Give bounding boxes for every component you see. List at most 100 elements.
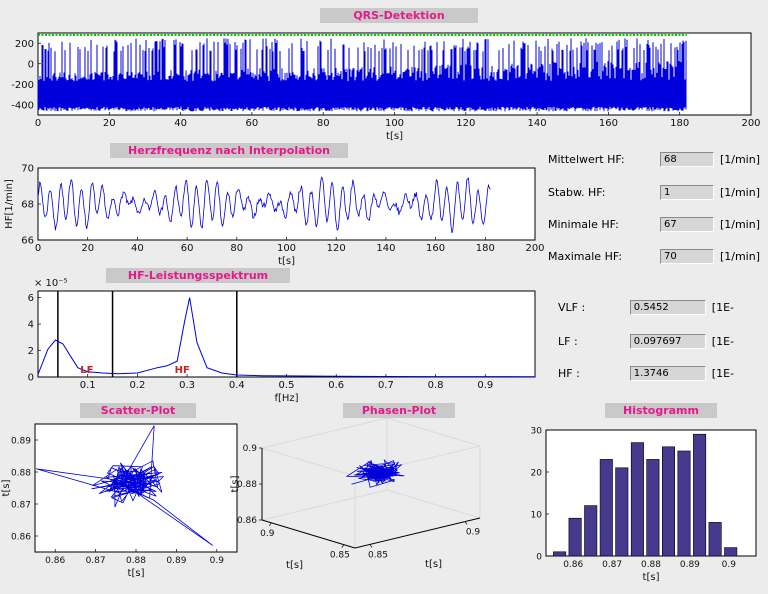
field-row-stabw-hf: Stabw. HF: 1 [1/min]: [548, 185, 760, 200]
svg-text:0.87: 0.87: [602, 560, 622, 570]
svg-text:6: 6: [28, 293, 34, 304]
field-row-hf: HF : 1.3746 [1E-: [558, 366, 734, 381]
svg-text:LF: LF: [80, 365, 93, 376]
svg-text:0.9: 0.9: [477, 380, 493, 391]
histogram-plot: 0.86 0.87 0.88 0.89 0.9 0 10 20 30 t[s]: [531, 427, 757, 583]
svg-text:t[s]: t[s]: [128, 568, 145, 579]
svg-text:80: 80: [230, 243, 243, 254]
field-row-vlf: VLF : 0.5452 [1E-: [558, 300, 734, 315]
svg-text:66: 66: [21, 236, 34, 247]
stabw-hf-value-field[interactable]: 1: [659, 185, 714, 200]
svg-text:0.8: 0.8: [428, 380, 444, 391]
stabw-hf-label: Stabw. HF:: [548, 186, 606, 199]
hr-title: Herzfrequenz nach Interpolation: [110, 143, 348, 158]
svg-text:0.4: 0.4: [229, 380, 245, 391]
svg-text:100: 100: [277, 243, 296, 254]
svg-text:t[s]: t[s]: [425, 559, 442, 570]
spectrum-title: HF-Leistungsspektrum: [106, 268, 290, 283]
svg-text:0: 0: [35, 118, 41, 129]
field-row-mittelwert-hf: Mittelwert HF: 68 [1/min]: [548, 152, 760, 167]
power-spectrum-plot: 0.1 0.2 0.3 0.4 0.5 0.6 0.7 0.8 0.9 0 2 4 6 f[Hz] LF HF…: [28, 278, 536, 404]
svg-text:0.89: 0.89: [680, 560, 700, 570]
svg-text:0.89: 0.89: [166, 556, 186, 566]
svg-text:0.88: 0.88: [126, 556, 146, 566]
svg-text:0.87: 0.87: [86, 556, 106, 566]
svg-text:20: 20: [103, 118, 116, 129]
svg-text:40: 40: [174, 118, 187, 129]
svg-text:20: 20: [81, 243, 94, 254]
svg-text:60: 60: [181, 243, 194, 254]
qrs-plot: 0 20 40 60 80 100 120 140 160 180 200 200 0 -200 -400 t…: [11, 32, 761, 142]
svg-text:200: 200: [741, 118, 760, 129]
svg-text:120: 120: [327, 243, 346, 254]
svg-text:f[Hz]: f[Hz]: [274, 393, 298, 404]
svg-text:HF: HF: [175, 365, 190, 376]
vlf-value-field[interactable]: 0.5452: [629, 300, 706, 315]
svg-text:0.9: 0.9: [722, 560, 737, 570]
svg-text:0.9: 0.9: [210, 556, 225, 566]
svg-text:× 10⁻⁵: × 10⁻⁵: [34, 278, 68, 289]
scatter-title: Scatter-Plot: [80, 403, 196, 418]
svg-text:0.88: 0.88: [641, 560, 661, 570]
vlf-unit: [1E-: [711, 301, 734, 314]
qrs-title: QRS-Detektion: [320, 8, 478, 23]
field-row-lf: LF : 0.097697 [1E-: [558, 334, 734, 349]
svg-text:200: 200: [15, 39, 34, 50]
svg-text:0.86: 0.86: [563, 560, 583, 570]
svg-text:-200: -200: [11, 80, 34, 91]
hf-value-field[interactable]: 1.3746: [629, 366, 706, 381]
maximale-hf-value-field[interactable]: 70: [659, 249, 714, 264]
svg-text:0: 0: [28, 373, 34, 384]
svg-text:t[s]: t[s]: [643, 572, 660, 583]
mittelwert-hf-value-field[interactable]: 68: [659, 152, 714, 167]
histogram-title: Histogramm: [605, 403, 717, 418]
svg-text:-400: -400: [11, 100, 34, 111]
hf-label: HF :: [558, 367, 580, 380]
svg-text:0: 0: [28, 59, 34, 70]
svg-text:160: 160: [599, 118, 618, 129]
svg-text:0.9: 0.9: [260, 529, 275, 539]
svg-text:t[s]: t[s]: [278, 256, 295, 267]
svg-text:0.87: 0.87: [11, 501, 31, 511]
svg-text:200: 200: [525, 243, 544, 254]
svg-text:0.5: 0.5: [279, 380, 295, 391]
svg-text:0.9: 0.9: [466, 528, 481, 538]
minimale-hf-unit: [1/min]: [719, 218, 760, 231]
svg-text:0.88: 0.88: [237, 480, 257, 490]
svg-text:0.85: 0.85: [368, 550, 388, 560]
lf-value-field[interactable]: 0.097697: [629, 334, 706, 349]
lf-unit: [1E-: [711, 335, 734, 348]
vlf-label: VLF :: [558, 301, 586, 314]
svg-text:0: 0: [35, 243, 41, 254]
mittelwert-hf-label: Mittelwert HF:: [548, 153, 625, 166]
svg-text:t[s]: t[s]: [386, 131, 403, 142]
minimale-hf-label: Minimale HF:: [548, 218, 619, 231]
svg-text:140: 140: [528, 118, 547, 129]
svg-text:60: 60: [246, 118, 259, 129]
phase-plot: 0.90.85 0.850.90.860.880.9t[s] t[s]t[s]: [230, 417, 481, 571]
stabw-hf-unit: [1/min]: [719, 186, 760, 199]
svg-text:4: 4: [28, 320, 34, 331]
svg-text:140: 140: [376, 243, 395, 254]
phase-title: Phasen-Plot: [343, 403, 455, 418]
svg-text:68: 68: [21, 200, 34, 211]
field-row-maximale-hf: Maximale HF: 70 [1/min]: [548, 249, 760, 264]
mittelwert-hf-unit: [1/min]: [719, 153, 760, 166]
minimale-hf-value-field[interactable]: 67: [659, 217, 714, 232]
lf-label: LF :: [558, 335, 578, 348]
svg-text:0.9: 0.9: [243, 444, 258, 454]
svg-text:10: 10: [531, 511, 543, 521]
svg-text:t[s]: t[s]: [286, 560, 303, 571]
svg-text:t[s]: t[s]: [230, 475, 241, 492]
maximale-hf-label: Maximale HF:: [548, 250, 623, 263]
field-row-minimale-hf: Minimale HF: 67 [1/min]: [548, 217, 760, 232]
heart-rate-plot: 0 20 40 60 80 100 120 140 160 180 200 66 68 70 t[s] HF[…: [4, 164, 545, 268]
hf-unit: [1E-: [711, 367, 734, 380]
svg-text:0.85: 0.85: [330, 551, 350, 561]
svg-text:70: 70: [21, 164, 34, 175]
svg-text:0: 0: [536, 553, 542, 563]
svg-text:t[s]: t[s]: [1, 479, 12, 496]
svg-text:100: 100: [385, 118, 404, 129]
